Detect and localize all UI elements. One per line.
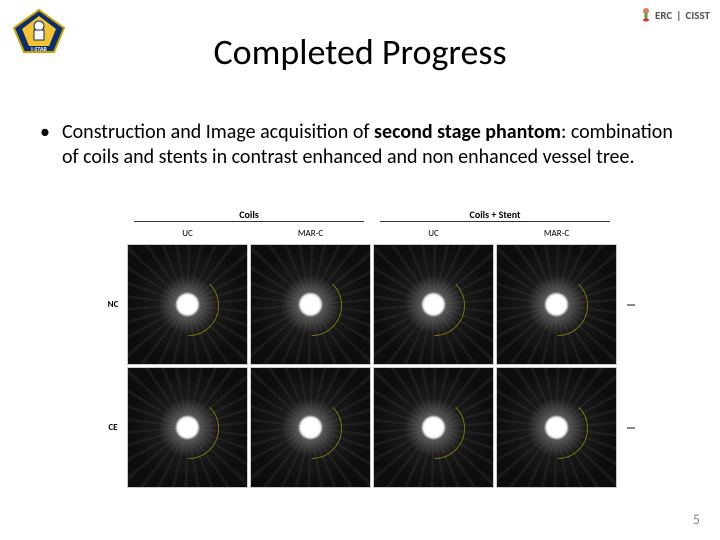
scan-cell — [249, 243, 372, 366]
ct-scan-image — [127, 367, 248, 488]
cisst-label: CISST — [686, 9, 711, 22]
col-label: UC — [126, 228, 249, 243]
logo-divider: | — [676, 9, 681, 22]
page-number: 5 — [693, 511, 700, 528]
col-label: UC — [372, 228, 495, 243]
spacer — [100, 228, 126, 243]
image-row: CE — [100, 366, 640, 489]
spacer — [100, 208, 126, 228]
erc-label: ERC — [655, 9, 672, 22]
ct-scan-image — [496, 244, 617, 365]
spacer — [618, 208, 640, 228]
bullet-item: • Construction and Image acquisition of … — [40, 120, 680, 170]
col-label: MAR-C — [495, 228, 618, 243]
ct-scan-image — [496, 367, 617, 488]
ct-scan-image — [250, 367, 371, 488]
bullet-list: • Construction and Image acquisition of … — [40, 120, 680, 170]
colorbar — [618, 304, 640, 306]
grayscale-bar — [627, 427, 635, 429]
colorbar — [618, 427, 640, 429]
scan-cell — [126, 243, 249, 366]
ct-scan-image — [250, 244, 371, 365]
spacer — [618, 228, 640, 243]
scan-cell — [495, 366, 618, 489]
group-underline — [380, 221, 610, 222]
group-text: Coils — [239, 208, 259, 221]
grayscale-bar — [627, 304, 635, 306]
scan-cell — [372, 243, 495, 366]
bullet-text: Construction and Image acquisition of se… — [62, 120, 680, 170]
group-underline — [134, 221, 364, 222]
figure-grid: Coils Coils + Stent UC MAR-C UC MAR-C NC — [100, 208, 640, 489]
col-label: MAR-C — [249, 228, 372, 243]
erc-cisst-logo: ERC | CISST — [641, 8, 710, 22]
slide: I-STAR ERC | CISST Completed Progress • … — [0, 0, 720, 540]
column-header-row: UC MAR-C UC MAR-C — [100, 228, 640, 243]
scan-cell — [126, 366, 249, 489]
row-label: CE — [100, 422, 126, 433]
ct-scan-image — [373, 367, 494, 488]
image-row: NC — [100, 243, 640, 366]
scan-cell — [495, 243, 618, 366]
torch-icon — [641, 8, 651, 22]
group-text: Coils + Stent — [470, 208, 521, 221]
group-label-coils-stent: Coils + Stent — [372, 208, 618, 228]
row-label: NC — [100, 299, 126, 310]
bullet-marker: • — [40, 120, 50, 170]
scan-cell — [249, 366, 372, 489]
group-header-row: Coils Coils + Stent — [100, 208, 640, 228]
group-label-coils: Coils — [126, 208, 372, 228]
slide-title: Completed Progress — [0, 30, 720, 74]
bullet-prefix: Construction and Image acquisition of — [62, 120, 374, 144]
bullet-bold: second stage phantom — [374, 120, 561, 144]
ct-scan-image — [373, 244, 494, 365]
ct-scan-image — [127, 244, 248, 365]
scan-cell — [372, 366, 495, 489]
